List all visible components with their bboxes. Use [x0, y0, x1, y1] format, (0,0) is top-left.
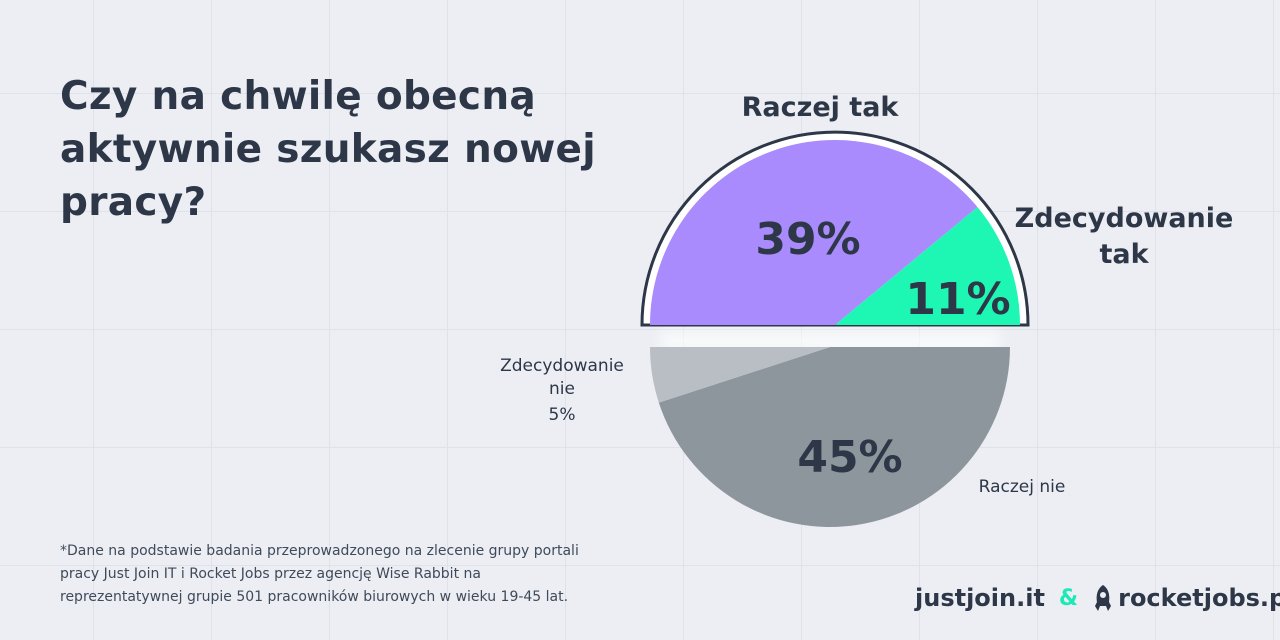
- value-label: 39%: [755, 214, 860, 265]
- justjoin-logo: justjoin.it: [915, 584, 1045, 612]
- value-label: 45%: [797, 432, 902, 483]
- pie-slice-raczej-nie: [658, 347, 1010, 527]
- rocketjobs-text: rocketjobs.pl: [1118, 584, 1280, 612]
- footnote: *Dane na podstawie badania przeprowadzon…: [60, 543, 579, 605]
- category-label-line: Zdecydowanie: [1015, 203, 1234, 234]
- pie-slice-zdecydowanie-tak: [835, 207, 1020, 325]
- pie-slice-zdecydowanie-nie: [650, 347, 830, 403]
- category-label: Zdecydowanie nie: [500, 356, 624, 399]
- ampersand: &: [1058, 585, 1079, 611]
- pie-slice-raczej-tak: [650, 140, 978, 325]
- category-label: Zdecydowanie tak: [1015, 203, 1234, 270]
- rocketjobs-logo: rocketjobs.pl: [1092, 584, 1280, 612]
- category-label: Raczej tak: [742, 92, 900, 123]
- value-label: 11%: [905, 274, 1010, 325]
- category-label-line: Raczej nie: [979, 477, 1066, 497]
- category-label-line: Zdecydowanie: [500, 356, 624, 376]
- category-label-line: nie: [549, 379, 575, 399]
- rocket-icon: [1095, 585, 1112, 611]
- category-label: Raczej nie: [979, 477, 1066, 497]
- category-label-line: tak: [1099, 239, 1149, 270]
- logos: justjoin.it & rocketjobs.pl: [915, 580, 1280, 616]
- value-label: 5%: [549, 405, 576, 425]
- page-title: Czy na chwilę obecną aktywnie szukasz no…: [60, 74, 596, 225]
- category-label-line: Raczej tak: [742, 92, 900, 123]
